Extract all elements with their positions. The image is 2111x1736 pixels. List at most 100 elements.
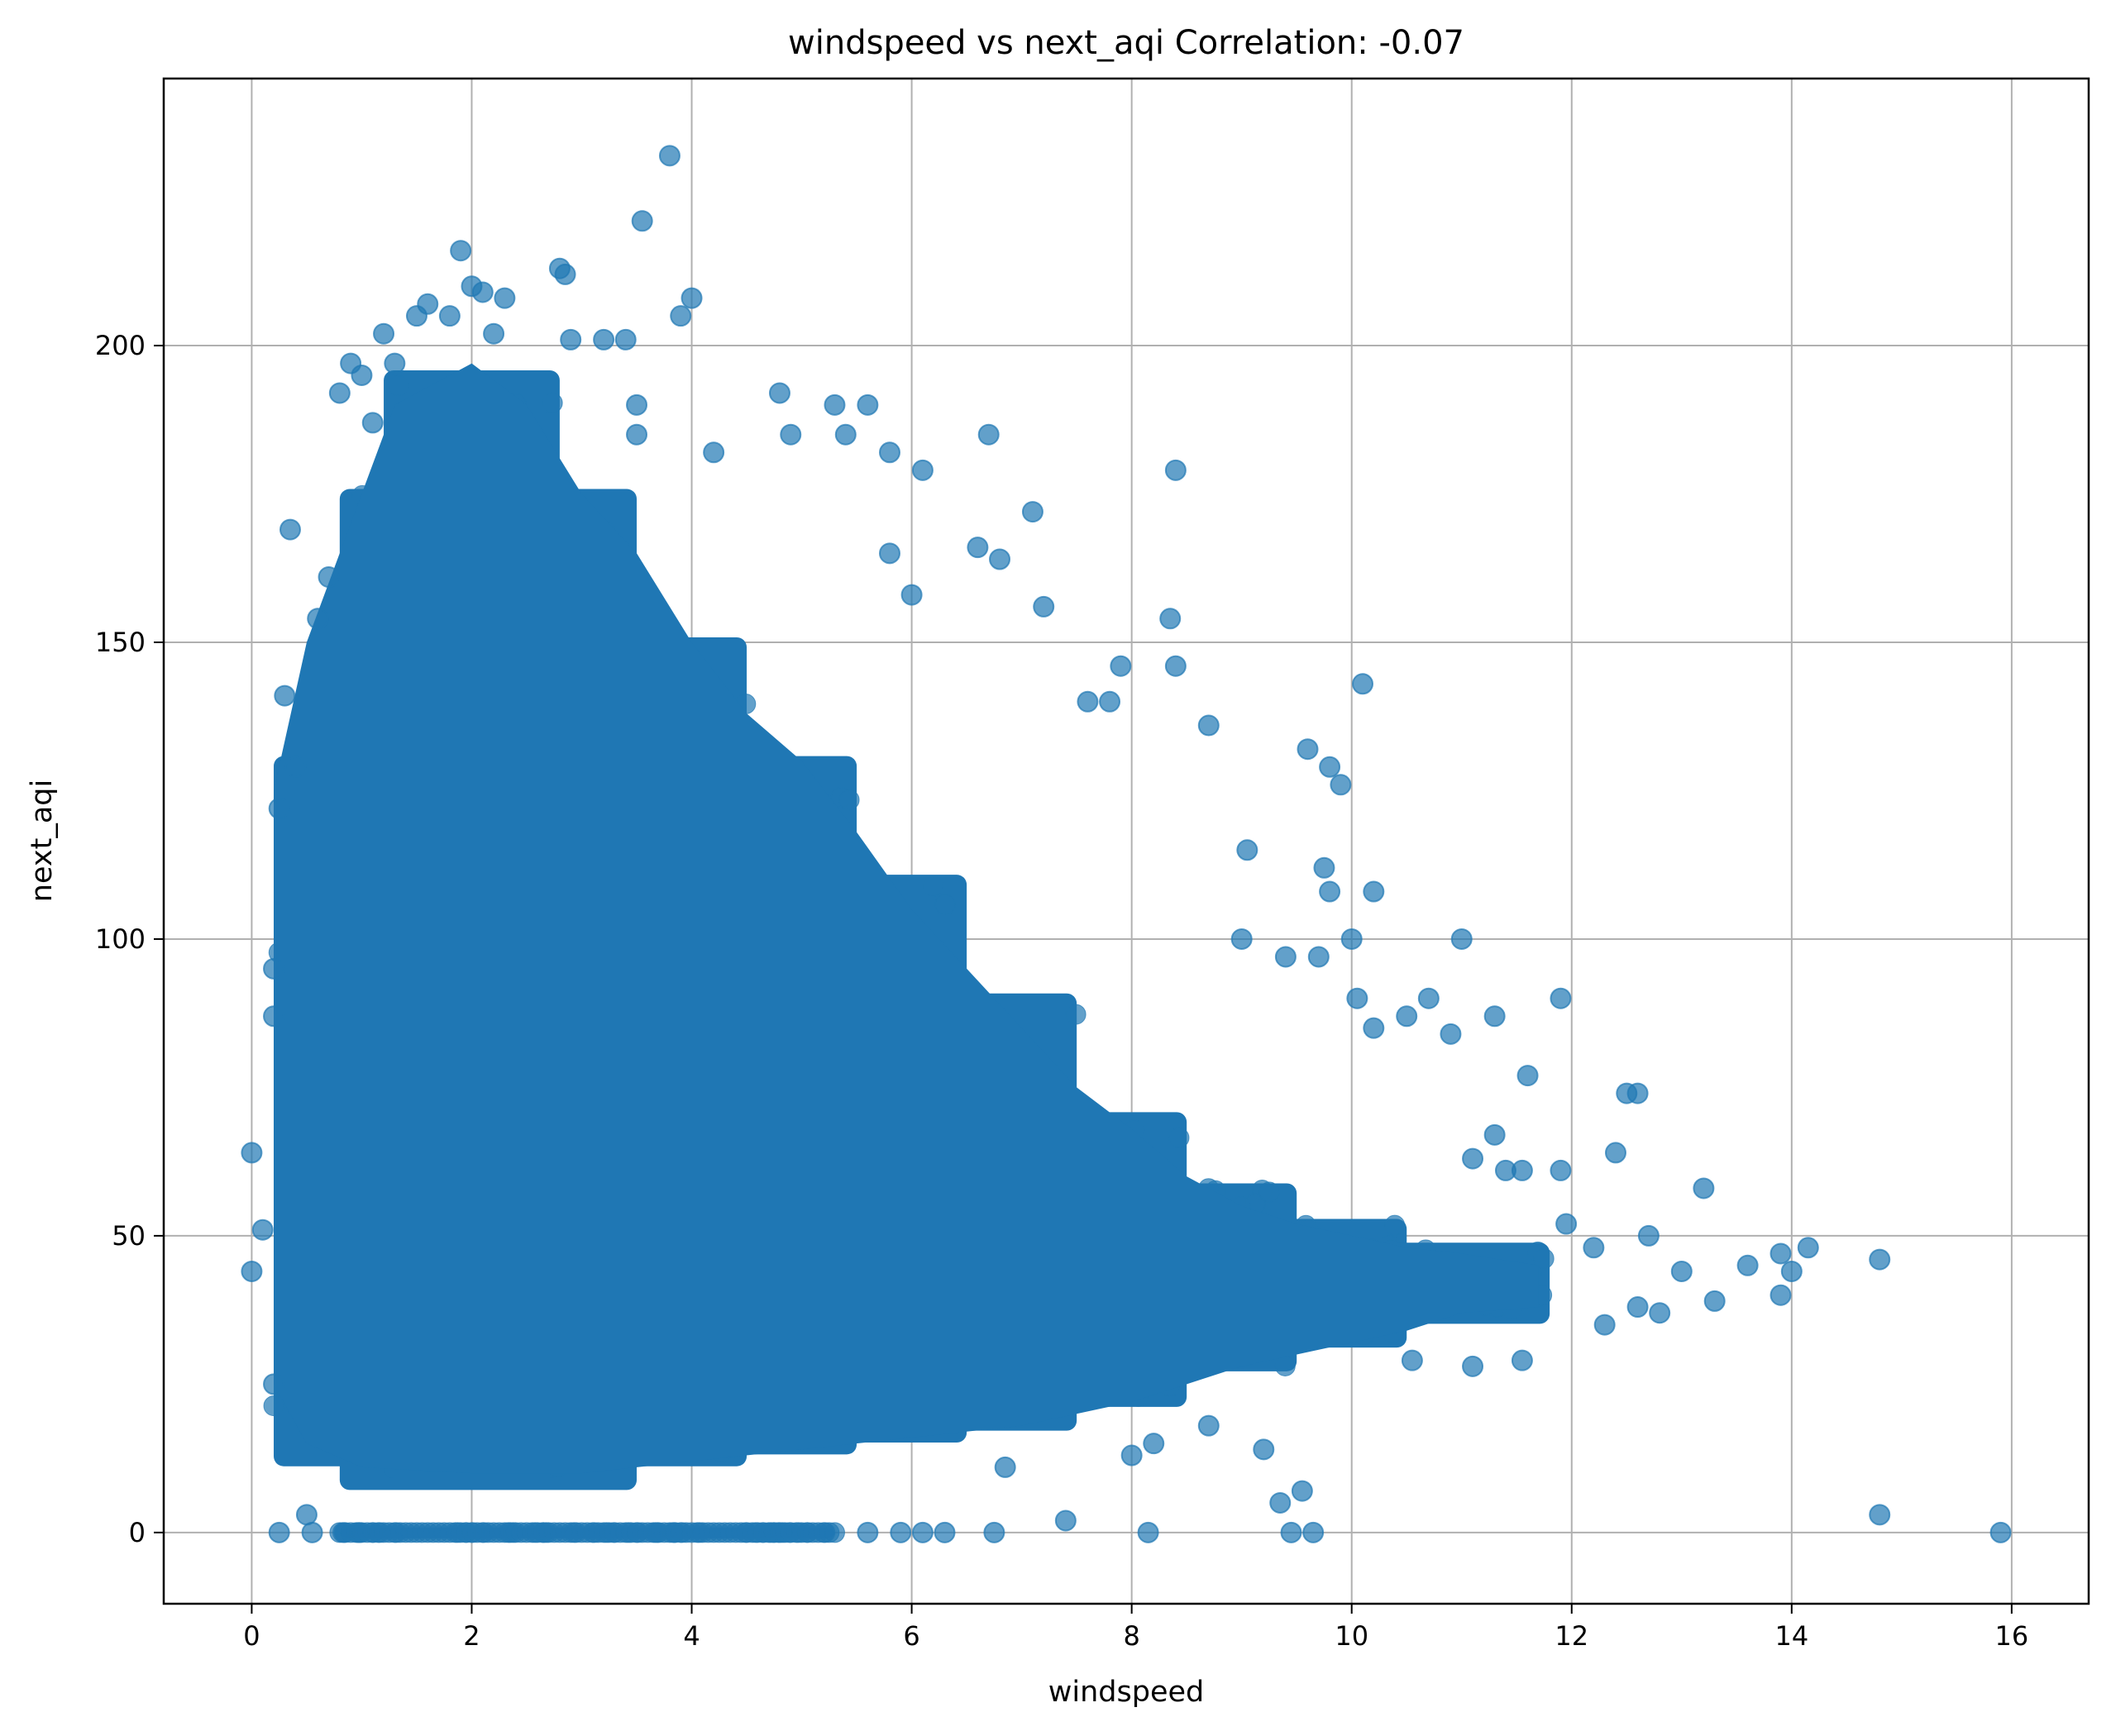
data-point — [631, 210, 653, 232]
data-point — [1626, 1296, 1649, 1319]
data-point — [1120, 1444, 1143, 1467]
data-point — [1274, 946, 1297, 968]
data-point — [241, 1260, 263, 1282]
data-point — [911, 459, 934, 481]
data-point — [923, 875, 944, 897]
data-point — [1483, 1123, 1506, 1146]
data-point — [670, 305, 692, 327]
x-tick-label: 12 — [1555, 1620, 1588, 1652]
y-tick-label: 0 — [129, 1517, 146, 1548]
data-point — [417, 293, 439, 315]
data-point — [834, 423, 857, 446]
y-tick-label: 50 — [112, 1220, 146, 1252]
data-point — [284, 756, 307, 778]
data-point — [483, 322, 505, 345]
data-point — [361, 412, 384, 434]
data-point — [900, 584, 923, 606]
data-point — [1291, 1480, 1313, 1502]
data-point — [1396, 1005, 1418, 1028]
data-point — [1616, 1082, 1638, 1104]
data-point — [295, 1504, 318, 1526]
data-point — [890, 1521, 912, 1543]
data-point — [1583, 1237, 1605, 1259]
data-point — [1319, 756, 1341, 778]
data-point — [1483, 1005, 1506, 1028]
data-point — [1274, 1355, 1296, 1376]
data-point — [780, 423, 802, 446]
data-point — [1401, 1349, 1423, 1371]
data-point — [274, 684, 296, 707]
data-point — [1077, 690, 1099, 713]
data-point — [1137, 1521, 1159, 1543]
data-point — [1340, 928, 1363, 950]
data-point — [824, 1522, 845, 1543]
data-point — [1417, 987, 1440, 1009]
data-point — [1511, 1349, 1533, 1371]
data-point — [1363, 880, 1385, 903]
data-point — [1604, 1142, 1626, 1164]
data-point — [1770, 1284, 1792, 1306]
plot-frame — [162, 77, 2090, 1605]
data-point — [626, 423, 648, 446]
data-point — [1780, 1260, 1803, 1282]
x-tick-label: 4 — [683, 1620, 700, 1652]
data-point — [263, 1373, 285, 1395]
y-tick-label: 200 — [95, 330, 146, 361]
data-point — [1703, 1290, 1726, 1312]
data-point — [1649, 1302, 1671, 1324]
y-tick-label: 150 — [95, 627, 146, 658]
data-point — [1021, 501, 1044, 523]
data-point — [1258, 1181, 1280, 1203]
data-point — [1550, 987, 1572, 1009]
data-point — [994, 1456, 1016, 1478]
data-point — [878, 441, 900, 464]
data-point — [1319, 880, 1341, 903]
data-point — [1533, 1247, 1555, 1269]
data-point — [1516, 1065, 1539, 1087]
data-point — [1462, 1355, 1484, 1377]
data-point — [1065, 1004, 1087, 1025]
data-point — [989, 548, 1011, 570]
data-point — [878, 542, 900, 565]
data-point — [388, 375, 409, 397]
x-tick-label: 0 — [243, 1620, 260, 1652]
data-point — [328, 382, 351, 404]
data-point — [934, 894, 956, 915]
data-point — [1110, 655, 1132, 677]
data-point — [857, 1521, 879, 1543]
data-point — [268, 798, 290, 820]
data-point — [1797, 1237, 1819, 1259]
data-point — [554, 263, 576, 285]
data-point — [1033, 595, 1055, 618]
data-point — [1555, 1213, 1578, 1235]
data-point — [983, 1521, 1005, 1543]
x-axis-label: windspeed — [1048, 1676, 1204, 1709]
data-point — [1330, 774, 1352, 796]
data-point — [1462, 1147, 1484, 1170]
data-point — [1384, 1214, 1406, 1236]
data-points — [241, 145, 2012, 1543]
x-tick-label: 2 — [463, 1620, 480, 1652]
data-point — [307, 608, 329, 630]
data-point — [1307, 946, 1330, 968]
x-axis-ticks: 0 2 4 6 8 10 12 14 16 — [243, 1604, 2028, 1652]
data-point — [384, 352, 406, 374]
y-axis-ticks: 0 50 100 150 200 — [95, 330, 164, 1548]
zero-value-points — [329, 1522, 845, 1543]
data-point — [268, 1521, 290, 1543]
data-point — [1736, 1254, 1759, 1276]
data-point — [911, 1521, 934, 1543]
data-point — [1253, 1438, 1275, 1461]
data-point — [1099, 690, 1121, 713]
data-point — [251, 1219, 274, 1241]
data-point — [1550, 1159, 1572, 1181]
data-point — [1197, 714, 1220, 737]
data-point — [1230, 928, 1253, 950]
data-point — [318, 566, 340, 589]
data-point — [1770, 1242, 1792, 1265]
data-point — [824, 393, 846, 416]
data-point — [450, 240, 472, 262]
data-point — [977, 423, 1000, 446]
data-point — [1143, 1433, 1165, 1455]
data-point — [1280, 1521, 1302, 1543]
